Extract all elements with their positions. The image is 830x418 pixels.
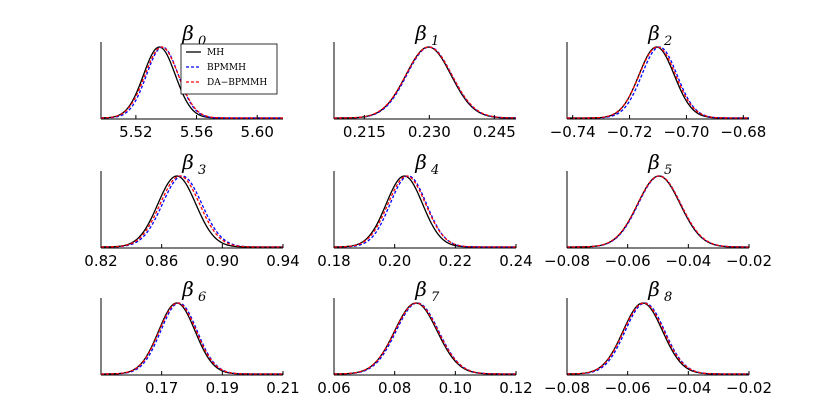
x-tick-label: 5.56 [180, 123, 213, 141]
density-curve-da-bpmmh [566, 302, 749, 375]
panel-title-subscript: 0 [198, 34, 206, 49]
panel-title: β [414, 21, 427, 45]
density-curve-da-bpmmh [100, 46, 283, 119]
x-tick-label: 0.82 [84, 252, 117, 270]
density-panel-8: −0.08 −0.06 −0.04 −0.02 β 8 [544, 277, 772, 397]
density-curve-da-bpmmh [333, 46, 517, 119]
x-tick-label: −0.08 [544, 379, 590, 397]
density-panel-0: 5.52 5.56 5.60 β 0MH BPMMH DA−BPMMH [100, 21, 283, 141]
panel-title-subscript: 8 [664, 290, 672, 305]
density-curve-bpmmh [334, 46, 517, 119]
x-tick-label: 0.21 [266, 379, 299, 397]
x-tick-label: −0.04 [665, 379, 711, 397]
density-curve-mh [333, 175, 516, 248]
x-tick-label: −0.02 [726, 252, 772, 270]
density-curve-da-bpmmh [567, 46, 749, 119]
density-curve-bpmmh [334, 175, 516, 248]
panel-title-subscript: 4 [430, 163, 439, 178]
density-curve-mh [566, 302, 749, 375]
x-tick-label: −0.06 [605, 379, 651, 397]
legend-box [180, 43, 278, 95]
density-curve-bpmmh [333, 302, 516, 375]
x-tick-label: −0.08 [544, 252, 590, 270]
density-curve-bpmmh [100, 175, 283, 248]
density-panel-4: 0.18 0.20 0.22 0.24 β 4 [317, 150, 532, 270]
x-tick-label: −0.68 [720, 123, 766, 141]
panel-title-subscript: 5 [664, 163, 672, 178]
density-curve-bpmmh [567, 46, 749, 119]
panel-title: β [181, 277, 194, 301]
density-panel-5: −0.08 −0.06 −0.04 −0.02 β 5 [544, 150, 772, 270]
density-curve-mh [100, 302, 283, 375]
density-curve-mh [100, 175, 283, 248]
panel-title: β [414, 150, 427, 174]
x-tick-label: 0.24 [499, 252, 532, 270]
x-tick-label: 0.90 [206, 252, 239, 270]
x-tick-label: −0.02 [726, 379, 772, 397]
density-curve-mh [567, 46, 749, 119]
x-tick-label: 0.20 [378, 252, 411, 270]
panel-title-subscript: 7 [431, 290, 440, 305]
x-tick-label: 0.17 [145, 379, 178, 397]
density-panel-6: 0.17 0.19 0.21 β 6 [100, 277, 300, 397]
panel-title-subscript: 2 [663, 34, 672, 49]
x-tick-label: 5.60 [241, 123, 274, 141]
x-tick-label: 0.06 [317, 379, 350, 397]
x-tick-label: 0.230 [408, 123, 451, 141]
x-tick-label: 0.18 [317, 252, 350, 270]
panel-title-subscript: 3 [198, 163, 206, 178]
density-curve-mh [333, 302, 516, 375]
panel-title: β [647, 21, 660, 45]
x-tick-label: 0.19 [206, 379, 239, 397]
panel-title: β [414, 277, 427, 301]
legend-label: MH [207, 48, 224, 58]
density-curve-bpmmh [101, 302, 283, 375]
x-tick-label: −0.06 [605, 252, 651, 270]
x-tick-label: 0.86 [145, 252, 178, 270]
density-panel-2: −0.74 −0.72 −0.70 −0.68 β 2 [550, 21, 767, 141]
density-curve-da-bpmmh [100, 175, 283, 248]
legend-label: DA−BPMMH [207, 78, 267, 88]
x-tick-label: −0.72 [607, 123, 653, 141]
legend-label: BPMMH [207, 63, 246, 73]
density-panel-3: 0.82 0.86 0.90 0.94 β 3 [84, 150, 299, 270]
panel-title-subscript: 1 [431, 34, 439, 49]
x-tick-label: 0.245 [473, 123, 516, 141]
x-tick-label: −0.04 [665, 252, 711, 270]
x-tick-label: 0.94 [266, 252, 299, 270]
x-tick-label: 5.52 [119, 123, 152, 141]
density-curve-da-bpmmh [100, 302, 283, 375]
density-curve-bpmmh [566, 302, 749, 375]
density-curve-mh [567, 175, 749, 248]
x-tick-label: 0.12 [499, 379, 532, 397]
x-tick-label: −0.74 [550, 123, 596, 141]
x-tick-label: 0.10 [439, 379, 472, 397]
legend: MH BPMMH DA−BPMMH [180, 43, 278, 95]
x-tick-label: −0.70 [663, 123, 709, 141]
panel-title: β [647, 150, 660, 174]
density-curve-mh [334, 46, 517, 119]
panel-title-subscript: 6 [198, 290, 206, 305]
density-curve-da-bpmmh [333, 302, 516, 375]
density-panel-1: 0.215 0.230 0.245 β 1 [333, 21, 517, 141]
panel-title: β [181, 150, 194, 174]
x-tick-label: 0.22 [439, 252, 472, 270]
panel-title: β [181, 21, 194, 45]
density-curve-bpmmh [567, 175, 749, 248]
x-tick-label: 0.215 [343, 123, 386, 141]
density-panel-7: 0.06 0.08 0.10 0.12 β 7 [317, 277, 532, 397]
panel-title: β [647, 277, 660, 301]
density-curve-da-bpmmh [333, 175, 516, 248]
x-tick-label: 0.08 [378, 379, 411, 397]
density-curve-da-bpmmh [567, 175, 749, 248]
